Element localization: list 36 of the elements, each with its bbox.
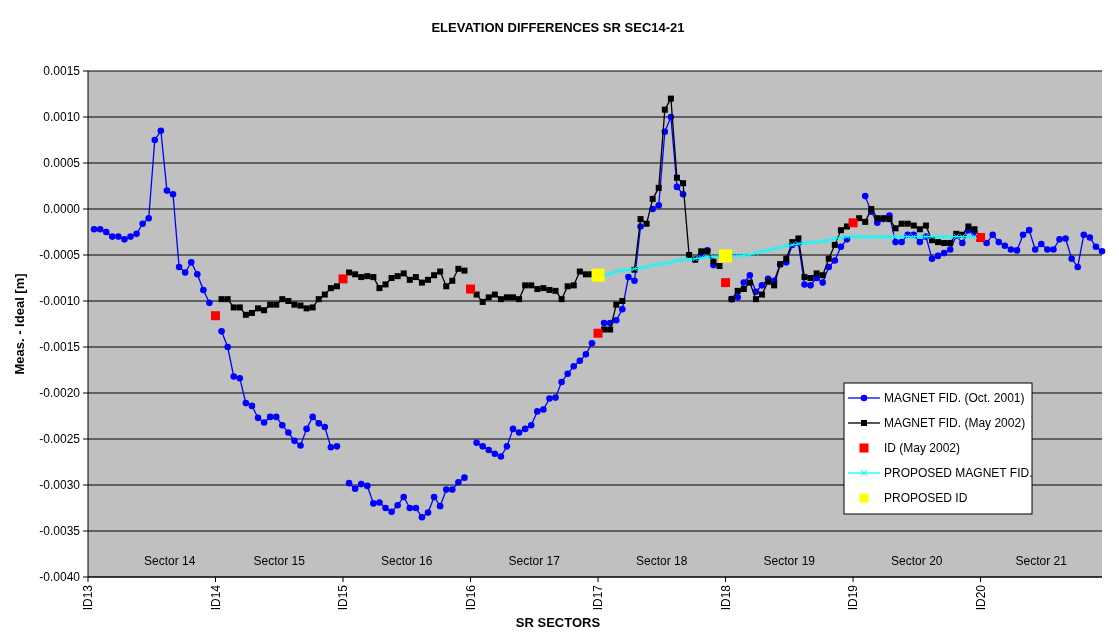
y-tick-label: -0.0015 [39, 340, 81, 355]
x-tick-label: ID16 [463, 584, 478, 611]
x-tick-label: ID13 [81, 584, 96, 611]
annotation: Sector 18 [636, 554, 688, 568]
x-tick-label: ID18 [718, 584, 733, 611]
y-tick-label: -0.0035 [39, 524, 81, 539]
annotation: Sector 15 [253, 554, 306, 568]
y-axis-title: Meas. - Ideal [m] [12, 273, 27, 375]
x-tick-label: ID20 [973, 584, 988, 611]
annotation: Sector 14 [144, 554, 196, 568]
y-tick-label: -0.0030 [39, 478, 81, 493]
annotation: Sector 21 [1015, 554, 1068, 568]
annotation: Sector 16 [381, 554, 433, 568]
x-tick-label: ID14 [208, 584, 223, 611]
y-tick-label: 0.0005 [43, 156, 81, 171]
y-tick-label: -0.0040 [39, 570, 81, 585]
chart-title: ELEVATION DIFFERENCES SR SEC14-21 [431, 20, 685, 35]
annotation: Sector 19 [763, 554, 816, 568]
legend-label: ID (May 2002) [884, 441, 961, 456]
annotation: Sector 17 [508, 554, 561, 568]
y-tick-label: 0.0000 [43, 202, 81, 217]
y-tick-label: 0.0010 [43, 110, 81, 125]
x-tick-label: ID17 [591, 584, 606, 611]
x-tick-label: ID19 [846, 584, 861, 611]
y-tick-label: -0.0005 [39, 248, 81, 263]
y-tick-label: -0.0025 [39, 432, 81, 447]
legend-label: PROPOSED MAGNET FID. [884, 466, 1033, 481]
legend-label: PROPOSED ID [884, 491, 968, 506]
legend-label: MAGNET FID. (Oct. 2001) [884, 391, 1025, 406]
annotation: Sector 20 [891, 554, 943, 568]
x-tick-label: ID15 [336, 584, 351, 611]
legend-label: MAGNET FID. (May 2002) [884, 416, 1026, 431]
y-tick-label: 0.0015 [43, 64, 81, 79]
y-tick-label: -0.0010 [39, 294, 81, 309]
x-axis-title: SR SECTORS [515, 615, 601, 630]
y-tick-label: -0.0020 [39, 386, 81, 401]
